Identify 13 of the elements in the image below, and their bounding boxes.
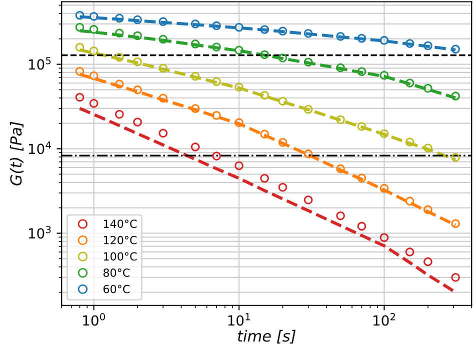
x-tick-label: 10$^{0}$ bbox=[83, 313, 105, 326]
x-tick-label: 10$^{1}$ bbox=[228, 313, 250, 326]
x-axis-title: time [s] bbox=[238, 330, 296, 344]
legend-label: 140°C bbox=[104, 220, 137, 228]
legend-label: 60°C bbox=[104, 284, 130, 294]
y-tick-label: 10$^{3}$ bbox=[28, 226, 51, 239]
y-tick-label: 10$^{5}$ bbox=[28, 57, 51, 70]
y-tick-label: 10$^{4}$ bbox=[28, 142, 51, 154]
legend-label: 80°C bbox=[103, 268, 130, 277]
legend-label: 100°C bbox=[104, 252, 137, 261]
legend-label: 120°C bbox=[104, 236, 137, 244]
y-axis-title: G(t) [Pa] bbox=[10, 122, 24, 186]
x-tick-label: 10$^{2}$ bbox=[374, 313, 396, 326]
